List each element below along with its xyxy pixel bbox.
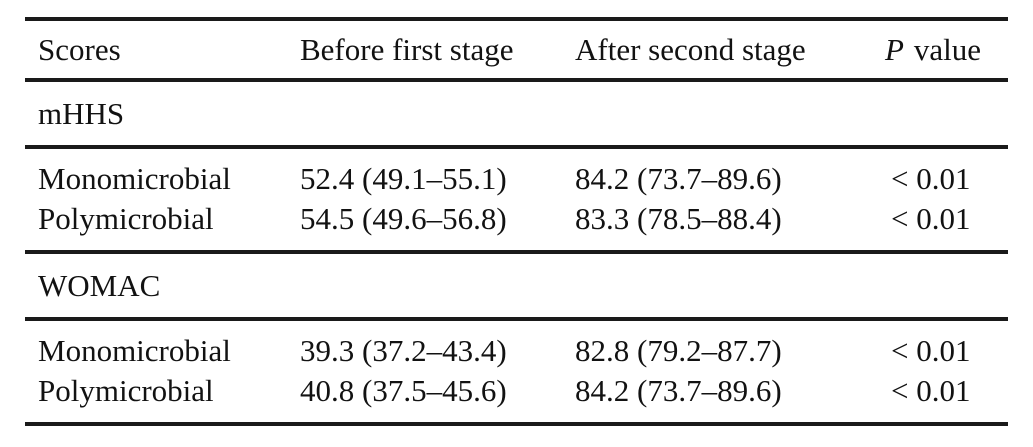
after-value: 83.3 (78.5–88.4) bbox=[575, 201, 782, 236]
table-row: Monomicrobial 39.3 (37.2–43.4) 82.8 (79.… bbox=[25, 331, 1008, 371]
after-value: 82.8 (79.2–87.7) bbox=[575, 333, 782, 368]
p-value-word: value bbox=[913, 31, 981, 67]
before-value: 54.5 (49.6–56.8) bbox=[300, 201, 507, 236]
table-top-rule bbox=[25, 17, 1008, 21]
p-value-italic-p: P bbox=[885, 31, 904, 67]
row-label: Polymicrobial bbox=[38, 373, 214, 408]
p-value: < 0.01 bbox=[891, 333, 971, 368]
before-value: 40.8 (37.5–45.6) bbox=[300, 373, 507, 408]
table-row: Monomicrobial 52.4 (49.1–55.1) 84.2 (73.… bbox=[25, 159, 1008, 199]
after-value: 84.2 (73.7–89.6) bbox=[575, 161, 782, 196]
after-value: 84.2 (73.7–89.6) bbox=[575, 373, 782, 408]
section-title-text: WOMAC bbox=[38, 267, 161, 303]
mhhs-bottom-rule bbox=[25, 250, 1008, 254]
row-label: Monomicrobial bbox=[38, 161, 231, 196]
before-value: 39.3 (37.2–43.4) bbox=[300, 333, 507, 368]
row-label: Polymicrobial bbox=[38, 201, 214, 236]
table-header-row: Scores Before first stage After second s… bbox=[25, 21, 1008, 78]
header-bottom-rule bbox=[25, 78, 1008, 82]
column-header-before-first-stage: Before first stage bbox=[300, 31, 514, 67]
section-title-womac: WOMAC bbox=[25, 254, 1008, 317]
womac-title-rule bbox=[25, 317, 1008, 321]
mhhs-title-rule bbox=[25, 145, 1008, 149]
section-title-text: mHHS bbox=[38, 95, 125, 131]
p-value: < 0.01 bbox=[891, 201, 971, 236]
p-value: < 0.01 bbox=[891, 373, 971, 408]
before-value: 52.4 (49.1–55.1) bbox=[300, 161, 507, 196]
table-row: Polymicrobial 54.5 (49.6–56.8) 83.3 (78.… bbox=[25, 199, 1008, 239]
section-title-mhhs: mHHS bbox=[25, 82, 1008, 145]
column-header-after-second-stage: After second stage bbox=[575, 31, 806, 67]
row-label: Monomicrobial bbox=[38, 333, 231, 368]
womac-rows: Monomicrobial 39.3 (37.2–43.4) 82.8 (79.… bbox=[25, 321, 1008, 422]
mhhs-rows: Monomicrobial 52.4 (49.1–55.1) 84.2 (73.… bbox=[25, 149, 1008, 250]
table-bottom-rule bbox=[25, 422, 1008, 426]
column-header-scores: Scores bbox=[38, 31, 121, 67]
table-row: Polymicrobial 40.8 (37.5–45.6) 84.2 (73.… bbox=[25, 371, 1008, 411]
top-margin bbox=[25, 0, 1008, 17]
p-value: < 0.01 bbox=[891, 161, 971, 196]
